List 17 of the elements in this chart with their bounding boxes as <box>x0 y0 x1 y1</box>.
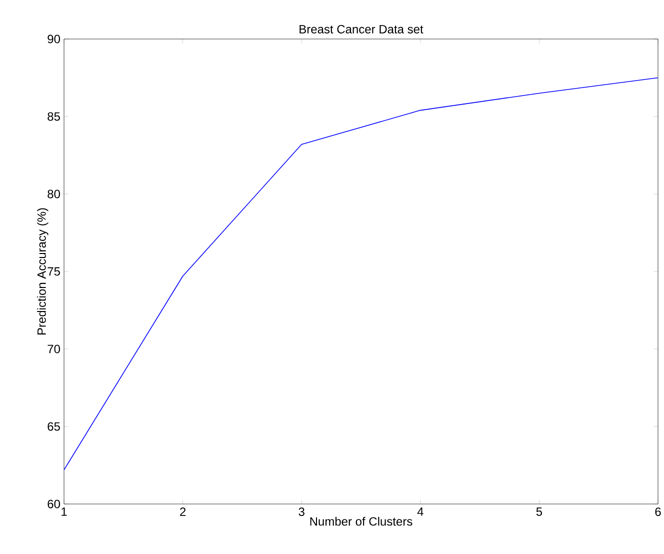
x-tick-label: 2 <box>180 508 186 516</box>
y-tick-label: 65 <box>48 422 60 431</box>
y-tick-label: 90 <box>48 34 60 44</box>
x-tick-label: 4 <box>417 508 424 516</box>
x-tick-label: 5 <box>536 508 542 516</box>
y-tick-label: 70 <box>48 344 60 354</box>
x-tick-label: 6 <box>655 508 661 516</box>
x-axis-title: Number of Clusters <box>310 516 412 526</box>
line-series <box>64 77 658 470</box>
y-tick-label: 85 <box>48 112 60 121</box>
y-tick-label: 75 <box>48 267 60 276</box>
y-tick-label: 60 <box>48 500 60 508</box>
y-tick-label: 80 <box>48 190 60 198</box>
x-tick-label: 3 <box>298 508 304 516</box>
x-tick-label: 1 <box>62 508 67 516</box>
y-axis-title: Prediction Accuracy (%) <box>37 208 48 335</box>
chart-title: Breast Cancer Data set <box>300 24 424 34</box>
